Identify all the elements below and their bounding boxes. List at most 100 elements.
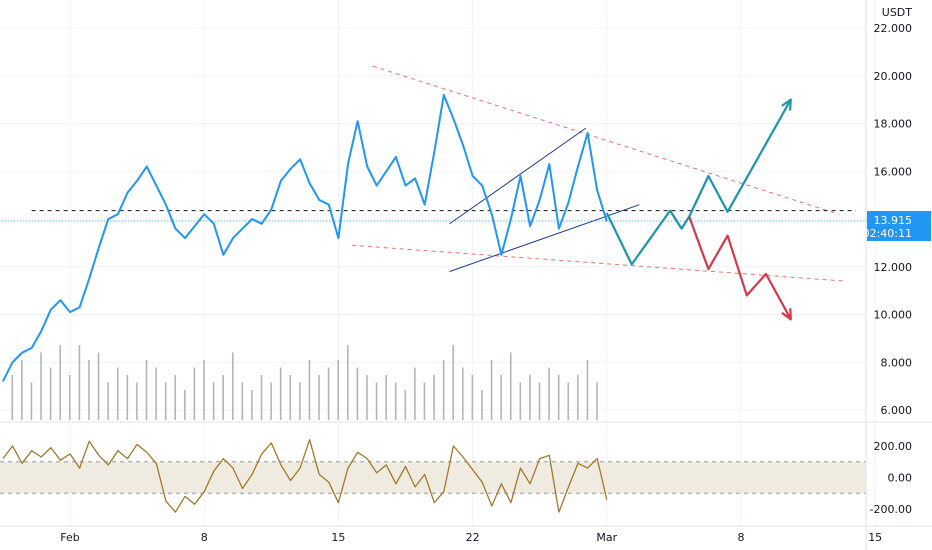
volume-bar (557, 375, 560, 420)
volume-bar (30, 382, 33, 420)
volume-bar (251, 390, 253, 420)
pattern-line-rising-wedge-lower (449, 204, 640, 272)
volume-bar (577, 375, 579, 420)
time-tick-label: 22 (466, 531, 480, 544)
price-tick-label: 8.000 (881, 356, 913, 369)
volume-bar (107, 382, 109, 420)
volume-bar (308, 360, 311, 420)
price-tick-label: 22.000 (874, 22, 913, 35)
volume-bar (586, 360, 589, 420)
bullish-forecast-path (605, 99, 792, 266)
volume-bar (299, 382, 301, 420)
currency-label: USDT (882, 6, 913, 19)
volume-bar (69, 375, 71, 420)
oscillator-pane (0, 439, 866, 513)
volume-bar (212, 382, 215, 420)
volume-bar (270, 382, 272, 420)
volume-bar (116, 367, 119, 420)
volume-bar (490, 360, 493, 420)
grid (0, 0, 876, 526)
volume-bar (136, 382, 138, 420)
volume-bar (49, 367, 52, 420)
volume-bar (596, 382, 598, 420)
time-tick-label: 15 (868, 531, 882, 544)
volume-bar (337, 360, 339, 420)
bullish-arrowhead (781, 98, 792, 111)
time-tick-label: 8 (201, 531, 208, 544)
price-tick-label: 16.000 (874, 165, 913, 178)
volume-bar (231, 352, 234, 420)
volume-bar (404, 390, 407, 420)
oscillator-line (2, 439, 608, 513)
pattern-line-dashed-red (372, 65, 839, 215)
volume-bar (423, 382, 426, 420)
oscillator-tick-label: -200.00 (870, 503, 912, 516)
price-series (2, 93, 608, 382)
volume-bar (548, 367, 550, 420)
oscillator-tick-label: 200.00 (874, 440, 913, 453)
volume-bar (11, 375, 14, 420)
price-tick-label: 20.000 (874, 70, 913, 83)
forecast-paths (605, 98, 792, 321)
volume-bar (481, 390, 483, 420)
bearish-arrowhead (781, 308, 792, 321)
volume-bar (88, 360, 90, 420)
price-tick-label: 10.000 (874, 309, 913, 322)
volume-bar (375, 382, 378, 420)
volume-bar (519, 382, 522, 420)
price-tick-label: 18.000 (874, 118, 913, 131)
price-tick-label: 12.000 (874, 261, 913, 274)
volume-bar (21, 360, 23, 420)
volume-bar (203, 360, 205, 420)
volume-bar (346, 345, 349, 420)
time-tick-label: 8 (738, 531, 745, 544)
volume-bar (538, 382, 541, 420)
volume-bar (414, 367, 416, 420)
volume-bar (184, 390, 186, 420)
volume-bar (155, 367, 157, 420)
volume-bar (97, 352, 100, 420)
volume-bar (40, 352, 42, 420)
volume-bar (289, 375, 292, 420)
volume-bar (394, 382, 397, 420)
bar-countdown: 02:40:11 (863, 227, 912, 240)
volume-bars (11, 345, 598, 420)
oscillator-tick-label: 0.00 (888, 472, 913, 485)
volume-bar (500, 375, 502, 420)
current-price-box (867, 211, 931, 242)
volume-bar (567, 382, 570, 420)
pattern-line-dashed-red (351, 244, 845, 282)
current-price-value: 13.915 (874, 214, 913, 227)
pattern-line-rising-wedge-upper (449, 127, 586, 225)
volume-bar (59, 345, 62, 420)
volume-bar (174, 375, 177, 420)
time-tick-label: 15 (331, 531, 345, 544)
volume-bar (452, 345, 455, 420)
volume-bar (164, 382, 167, 420)
volume-bar (509, 352, 512, 420)
volume-bar (260, 375, 263, 420)
volume-bar (433, 375, 435, 420)
drawing-tools (0, 65, 932, 282)
time-tick-label: Mar (596, 531, 617, 544)
volume-bar (356, 367, 359, 420)
volume-bar (462, 367, 464, 420)
volume-bar (193, 367, 196, 420)
volume-bar (126, 375, 129, 420)
volume-bar (222, 375, 224, 420)
volume-bar (385, 375, 387, 420)
bearish-forecast-path (688, 216, 792, 320)
volume-bar (241, 382, 244, 420)
volume-bar (318, 375, 320, 420)
volume-bar (327, 367, 330, 420)
volume-bar (442, 360, 445, 420)
volume-bar (529, 375, 531, 420)
volume-bar (471, 375, 474, 420)
volume-bar (279, 367, 282, 420)
volume-bar (145, 360, 148, 420)
price-line (2, 93, 608, 382)
time-tick-label: Feb (60, 531, 79, 544)
